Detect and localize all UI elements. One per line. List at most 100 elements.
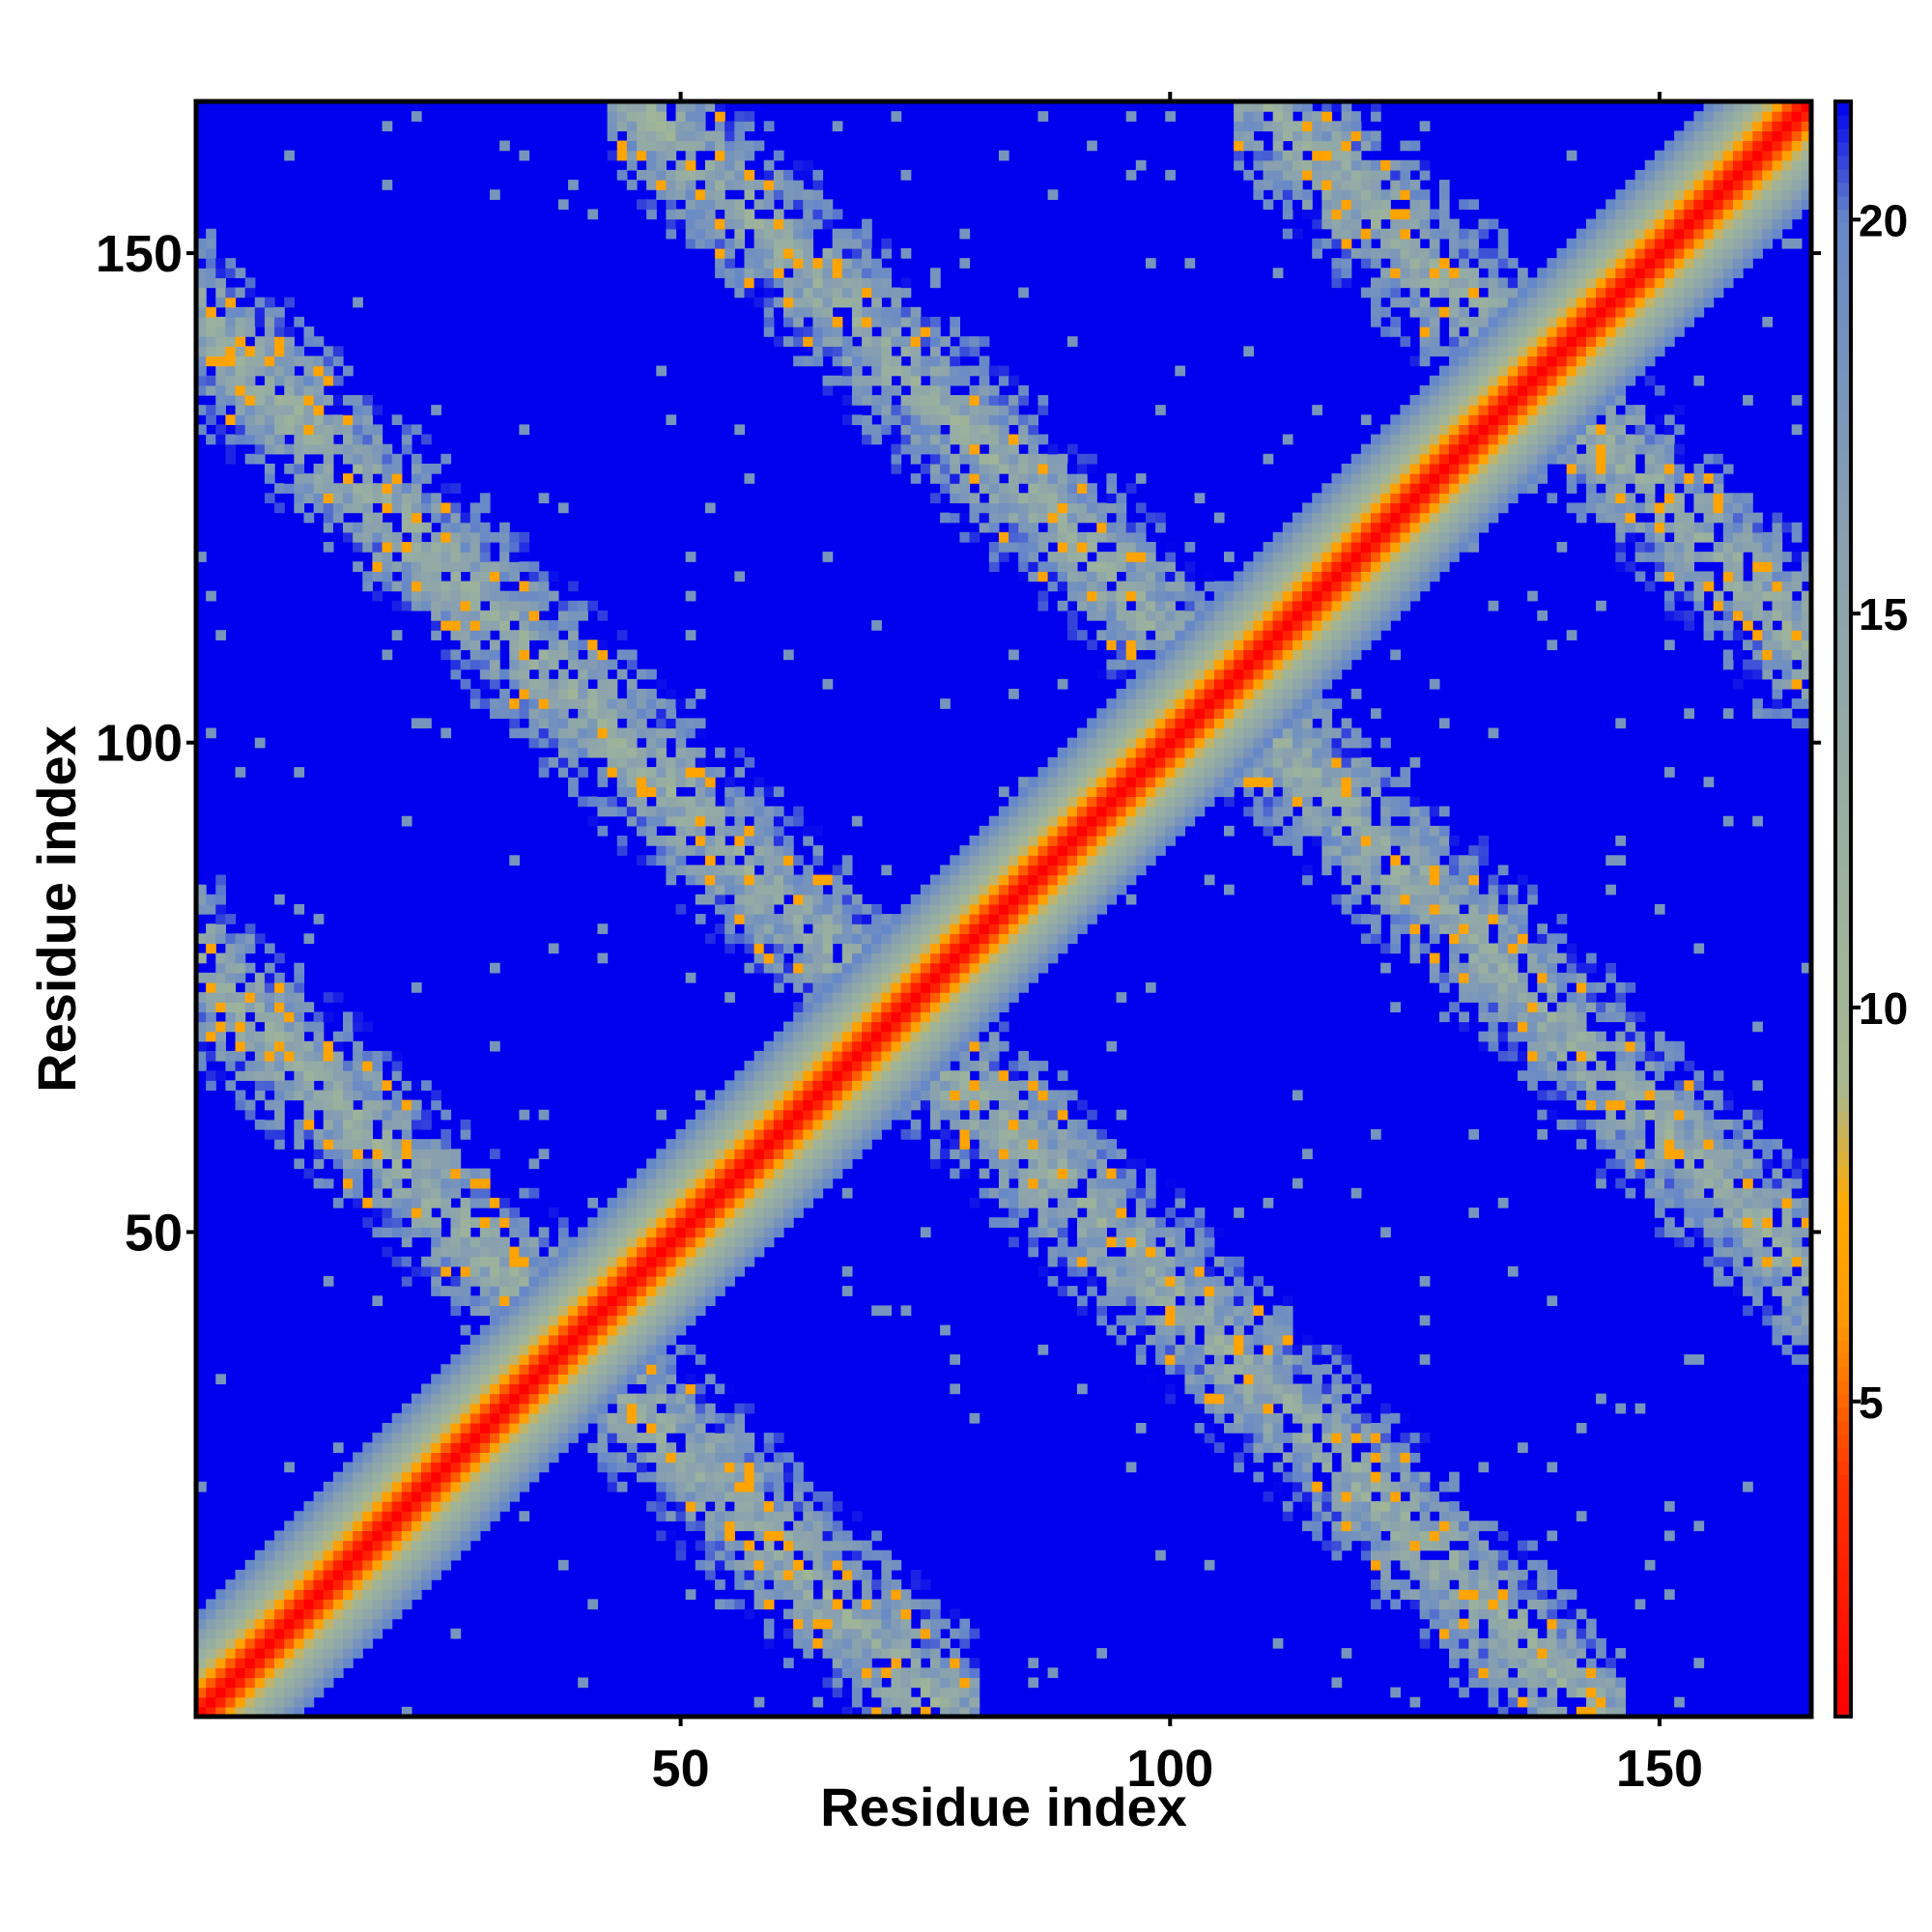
heatmap-cell bbox=[587, 659, 599, 670]
heatmap-cell bbox=[1028, 542, 1039, 553]
heatmap-cell bbox=[1028, 1187, 1039, 1199]
heatmap-cell bbox=[264, 443, 275, 455]
heatmap-cell bbox=[656, 1481, 667, 1492]
heatmap-cell bbox=[704, 1570, 716, 1580]
heatmap-cell bbox=[332, 1540, 344, 1551]
heatmap-cell bbox=[323, 493, 334, 504]
heatmap-cell bbox=[568, 1315, 579, 1326]
heatmap-cell bbox=[362, 1217, 373, 1228]
heatmap-cell bbox=[773, 943, 784, 954]
heatmap-cell bbox=[313, 405, 325, 415]
heatmap-cell bbox=[294, 1549, 305, 1561]
heatmap-cell bbox=[499, 1364, 510, 1375]
heatmap-cell bbox=[294, 1530, 305, 1542]
heatmap-cell bbox=[930, 1667, 941, 1679]
heatmap-cell bbox=[578, 767, 588, 778]
heatmap-cell bbox=[479, 1364, 491, 1375]
heatmap-cell bbox=[323, 483, 334, 494]
heatmap-cell bbox=[519, 639, 530, 651]
heatmap-cell bbox=[450, 620, 462, 631]
heatmap-cell bbox=[479, 1168, 491, 1179]
heatmap-cell bbox=[871, 1050, 882, 1062]
heatmap-cell bbox=[382, 649, 393, 661]
heatmap-cell bbox=[695, 1168, 706, 1179]
heatmap-cell bbox=[656, 1471, 667, 1483]
heatmap-cell bbox=[959, 1658, 971, 1668]
heatmap-cell bbox=[519, 1364, 530, 1375]
heatmap-cell bbox=[616, 1286, 628, 1296]
heatmap-cell bbox=[499, 140, 510, 152]
heatmap-cell bbox=[656, 777, 667, 787]
heatmap-cell bbox=[773, 1109, 784, 1121]
heatmap-cell bbox=[460, 1246, 471, 1258]
heatmap-cell bbox=[753, 1570, 765, 1580]
heatmap-cell bbox=[469, 1256, 481, 1267]
heatmap-cell bbox=[950, 1677, 960, 1689]
heatmap-cell bbox=[353, 1021, 363, 1033]
heatmap-cell bbox=[744, 150, 755, 161]
heatmap-cell bbox=[353, 1559, 363, 1571]
heatmap-cell bbox=[862, 1648, 872, 1659]
heatmap-cell bbox=[812, 1187, 824, 1199]
heatmap-cell bbox=[490, 1374, 500, 1385]
heatmap-cell bbox=[862, 1109, 872, 1121]
heatmap-cell bbox=[401, 1276, 412, 1287]
heatmap-cell bbox=[284, 483, 295, 494]
heatmap-cell bbox=[499, 1305, 510, 1317]
heatmap-cell bbox=[881, 1628, 893, 1639]
heatmap-cell bbox=[959, 434, 971, 445]
heatmap-cell bbox=[695, 1433, 706, 1443]
heatmap-cell bbox=[666, 1227, 677, 1238]
heatmap-cell bbox=[1037, 1061, 1049, 1071]
heatmap-cell bbox=[254, 1070, 266, 1081]
heatmap-cell bbox=[568, 1256, 579, 1267]
heatmap-cell bbox=[763, 228, 775, 240]
heatmap-cell bbox=[969, 884, 980, 895]
heatmap-cell bbox=[715, 1511, 725, 1521]
heatmap-cell bbox=[528, 600, 540, 611]
heatmap-cell bbox=[274, 1618, 285, 1630]
heatmap-cell bbox=[988, 493, 1000, 504]
heatmap-cell bbox=[353, 531, 363, 543]
heatmap-cell bbox=[469, 1491, 481, 1502]
heatmap-cell bbox=[294, 414, 305, 425]
heatmap-cell bbox=[499, 1236, 510, 1248]
heatmap-cell bbox=[851, 894, 863, 905]
heatmap-cell bbox=[490, 1354, 500, 1365]
heatmap-cell bbox=[597, 806, 609, 817]
heatmap-cell bbox=[675, 815, 687, 827]
heatmap-cell bbox=[744, 1491, 755, 1502]
heatmap-cell bbox=[666, 1178, 677, 1189]
heatmap-cell bbox=[411, 542, 422, 553]
heatmap-cell bbox=[411, 1520, 422, 1532]
heatmap-cell bbox=[783, 855, 794, 866]
heatmap-cell bbox=[1009, 914, 1019, 924]
heatmap-cell bbox=[1037, 1080, 1049, 1092]
heatmap-cell bbox=[1066, 552, 1078, 562]
heatmap-cell bbox=[793, 1050, 804, 1062]
heatmap-cell bbox=[1057, 463, 1068, 474]
heatmap-cell bbox=[284, 336, 295, 347]
heatmap-cell bbox=[685, 1178, 696, 1189]
heatmap-cell bbox=[303, 1628, 315, 1639]
heatmap-cell bbox=[538, 1305, 550, 1317]
heatmap-cell bbox=[353, 1549, 363, 1561]
heatmap-cell bbox=[323, 473, 334, 484]
heatmap-cell bbox=[763, 914, 775, 924]
heatmap-cell bbox=[940, 473, 951, 484]
heatmap-cell bbox=[656, 1305, 667, 1317]
heatmap-cell bbox=[715, 150, 725, 161]
heatmap-cell bbox=[900, 1040, 912, 1052]
heatmap-cell bbox=[225, 1021, 237, 1033]
heatmap-cell bbox=[763, 865, 775, 876]
heatmap-cell bbox=[235, 1002, 246, 1012]
heatmap-cell bbox=[411, 1139, 422, 1150]
heatmap-cell bbox=[490, 1511, 500, 1521]
heatmap-cell bbox=[440, 1520, 452, 1532]
heatmap-cell bbox=[773, 1530, 784, 1542]
heatmap-cell bbox=[891, 1579, 902, 1590]
heatmap-cell bbox=[988, 865, 1000, 876]
heatmap-cell bbox=[734, 1579, 746, 1590]
heatmap-cell bbox=[724, 1217, 735, 1228]
heatmap-cell bbox=[656, 1412, 667, 1424]
